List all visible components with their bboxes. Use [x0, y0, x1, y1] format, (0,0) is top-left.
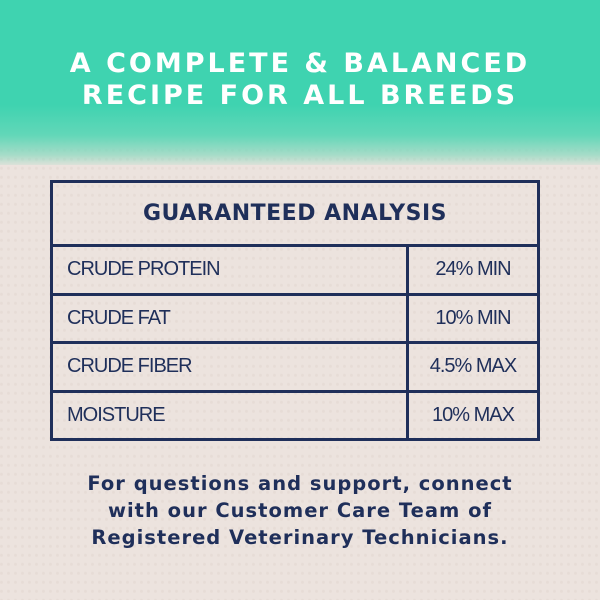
- nutrient-value: 4.5% MAX: [406, 341, 539, 391]
- headline-line-1: A COMPLETE & BALANCED: [69, 48, 531, 79]
- support-note: For questions and support, connect with …: [0, 470, 600, 551]
- table-row: MOISTURE 10% MAX: [51, 389, 539, 440]
- nutrient-value: 24% MIN: [406, 244, 539, 294]
- table-row: CRUDE FAT 10% MIN: [51, 292, 539, 343]
- headline: A COMPLETE & BALANCED RECIPE FOR ALL BRE…: [0, 48, 600, 112]
- support-line-2: with our Customer Care Team of: [107, 499, 493, 522]
- headline-line-2: RECIPE FOR ALL BREEDS: [81, 80, 519, 111]
- table-title: GUARANTEED ANALYSIS: [143, 201, 447, 226]
- table-row: CRUDE PROTEIN 24% MIN: [51, 244, 539, 294]
- nutrient-name: CRUDE FAT: [51, 292, 408, 343]
- teal-brush-banner: [0, 0, 600, 165]
- guaranteed-analysis-table: GUARANTEED ANALYSIS CRUDE PROTEIN 24% MIN…: [50, 180, 540, 441]
- table-row: CRUDE FIBER 4.5% MAX: [51, 341, 539, 391]
- support-line-1: For questions and support, connect: [87, 472, 513, 495]
- nutrient-name: MOISTURE: [51, 389, 408, 440]
- nutrient-name: CRUDE PROTEIN: [51, 244, 408, 294]
- nutrient-value: 10% MAX: [406, 389, 539, 440]
- nutrient-value: 10% MIN: [406, 292, 539, 343]
- nutrient-name: CRUDE FIBER: [51, 341, 408, 391]
- support-line-3: Registered Veterinary Technicians.: [91, 526, 509, 549]
